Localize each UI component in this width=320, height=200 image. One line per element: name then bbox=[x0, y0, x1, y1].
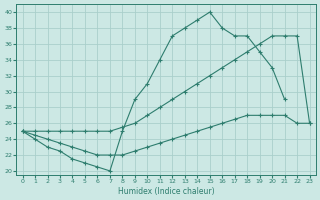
X-axis label: Humidex (Indice chaleur): Humidex (Indice chaleur) bbox=[118, 187, 214, 196]
